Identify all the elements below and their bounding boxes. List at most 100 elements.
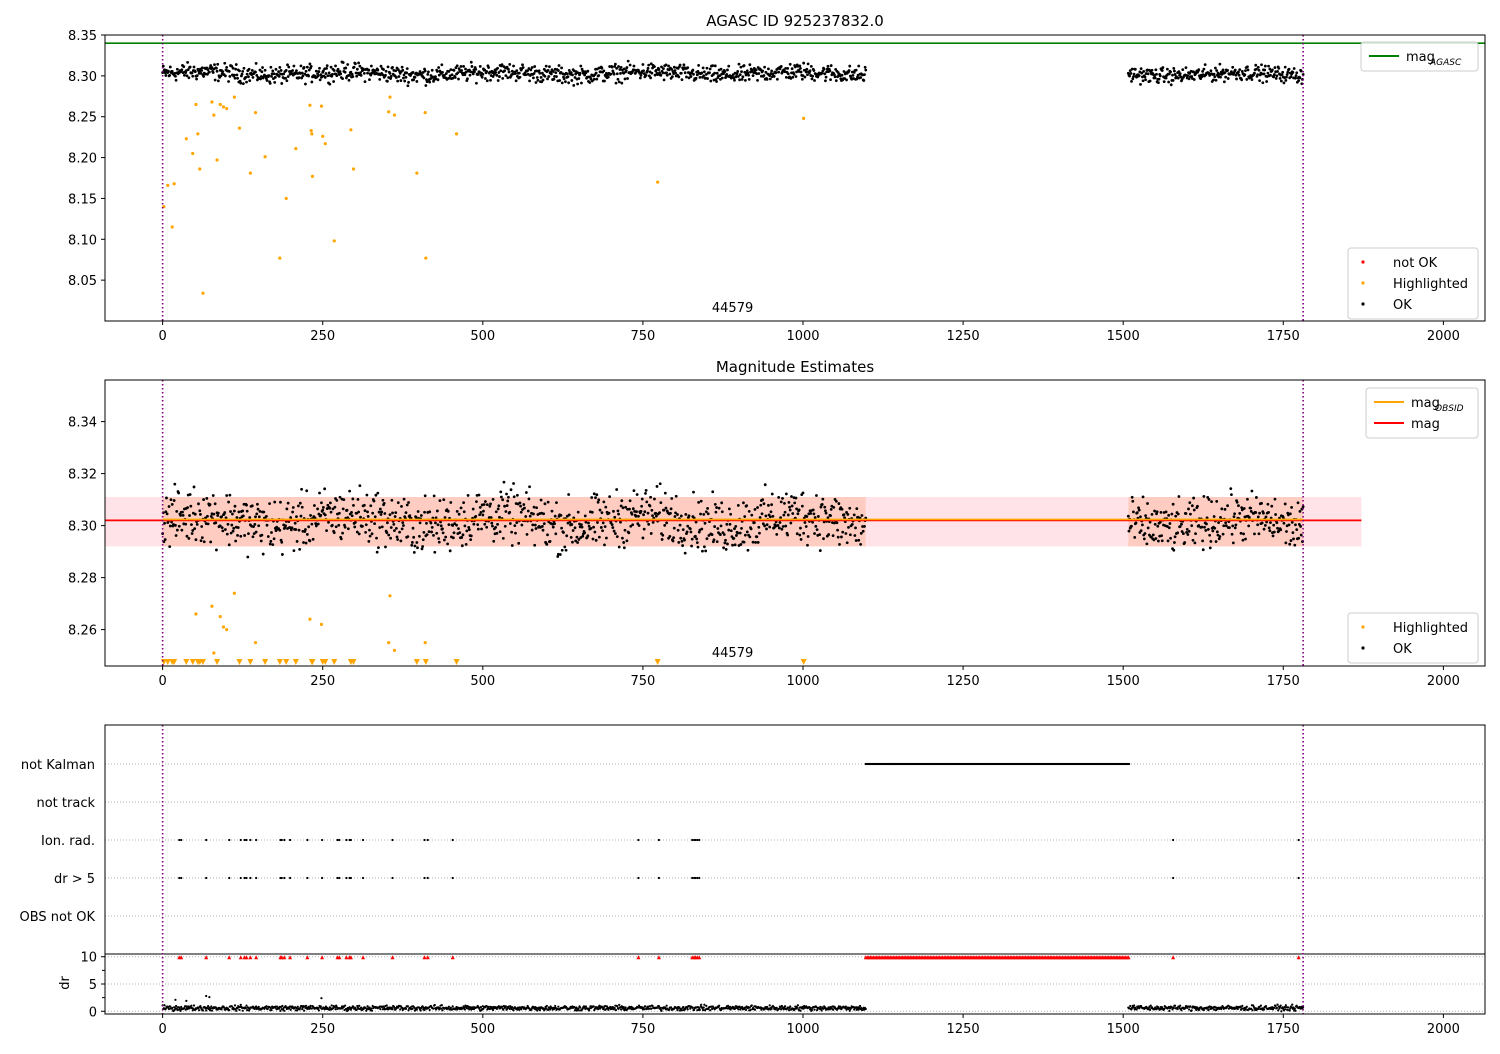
ok-point [1128, 74, 1131, 78]
ok-point [837, 502, 841, 505]
ok-point [213, 63, 216, 67]
dr-ok-point [497, 1005, 500, 1008]
ok-point [533, 543, 537, 547]
ok-point [195, 522, 199, 526]
dr-ok-point [1189, 1005, 1192, 1008]
ok-point [840, 507, 844, 511]
ok-point [812, 512, 816, 516]
ok-point [703, 521, 707, 525]
ok-point [313, 504, 316, 507]
ok-point [1263, 64, 1267, 68]
ok-point [685, 530, 689, 534]
ok-point [736, 70, 740, 73]
ok-point [1238, 68, 1242, 72]
ok-point [1231, 541, 1235, 545]
ok-point [483, 77, 487, 80]
dr-ok-point [415, 1008, 418, 1011]
ok-point [1153, 522, 1157, 526]
ok-point [402, 73, 406, 77]
ok-point [406, 84, 410, 88]
ok-point [458, 531, 462, 535]
dr-ok-point [201, 1009, 205, 1012]
dr-ok-point [702, 1006, 705, 1009]
ok-point [227, 80, 230, 83]
ok-point [321, 506, 325, 509]
ok-point [335, 498, 339, 502]
ok-point [1181, 532, 1185, 535]
ok-point [261, 66, 264, 69]
highlighted-clipped-marker [283, 659, 290, 665]
x-tick-label: 750 [630, 329, 655, 344]
flag-point [245, 876, 248, 880]
ok-point [805, 515, 809, 518]
legend-subscript: AGASC [1429, 58, 1462, 68]
ok-point [421, 538, 425, 542]
ok-point [795, 70, 799, 74]
ok-point [304, 82, 307, 86]
dr-ok-point [317, 1007, 320, 1010]
y-tick-label: 8.10 [68, 233, 97, 248]
flag-row-label: not track [36, 796, 95, 811]
legend-label: OK [1393, 642, 1412, 657]
ok-point [859, 542, 863, 546]
ok-point [437, 540, 441, 544]
ok-point [661, 533, 665, 537]
ok-point [200, 66, 204, 70]
ok-point [1142, 70, 1146, 73]
ok-point [586, 69, 590, 73]
ok-point [538, 71, 542, 75]
ok-point [631, 507, 635, 511]
dr-ok-point [839, 1005, 842, 1008]
ok-point [660, 538, 664, 541]
dr-ok-point [233, 1004, 237, 1007]
ok-point [295, 540, 299, 543]
ok-point [1143, 75, 1147, 79]
ok-point [273, 80, 277, 84]
flag-point [361, 838, 365, 842]
ok-point [1140, 71, 1144, 75]
ok-point [378, 526, 382, 529]
dr-ok-point [404, 1007, 408, 1010]
ok-point [514, 72, 517, 75]
ok-point [441, 531, 445, 535]
ok-point [314, 524, 318, 528]
dr-ok-point [750, 1004, 753, 1007]
dr-ok-point [366, 1005, 369, 1008]
ok-point [479, 511, 483, 514]
dr-ok-point [853, 1008, 856, 1011]
dr-not-ok-marker [337, 955, 342, 960]
ok-point [1197, 68, 1201, 72]
ok-point [591, 537, 595, 541]
ok-point [739, 543, 743, 546]
ok-point [350, 511, 353, 514]
ok-point [259, 75, 263, 78]
ok-point [562, 531, 565, 534]
ok-point [617, 80, 621, 84]
ok-point [388, 71, 392, 75]
ok-point [164, 510, 168, 514]
ok-point [704, 72, 708, 76]
dr-ok-point [451, 1005, 454, 1008]
flag-point [338, 876, 341, 880]
ok-point [581, 534, 585, 538]
dr-ok-point [354, 1006, 357, 1009]
ok-point [1215, 499, 1219, 503]
ok-point [593, 530, 597, 534]
ok-point [491, 524, 494, 528]
highlighted-clipped-marker [453, 659, 460, 665]
ok-point [1292, 67, 1296, 70]
ok-point [260, 70, 264, 74]
ok-point [850, 522, 854, 526]
ok-point [706, 506, 709, 510]
ok-point [353, 521, 357, 524]
flag-point [349, 838, 353, 842]
flag-point [349, 876, 353, 880]
flag-point [391, 838, 394, 842]
highlighted-point [218, 615, 222, 619]
ok-point [768, 74, 772, 78]
ok-point [656, 73, 660, 76]
ok-point [422, 76, 426, 80]
ok-point [505, 65, 509, 69]
ok-point [1173, 69, 1176, 73]
flag-point [423, 876, 426, 880]
